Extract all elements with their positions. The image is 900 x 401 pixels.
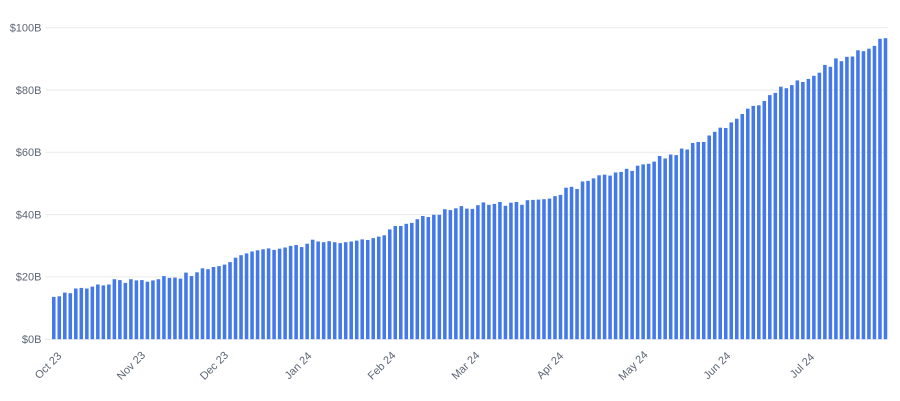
svg-text:$100B: $100B: [10, 23, 42, 35]
svg-text:$20B: $20B: [16, 272, 42, 284]
svg-text:$80B: $80B: [16, 85, 42, 97]
svg-text:$60B: $60B: [16, 147, 42, 159]
svg-text:$0B: $0B: [22, 334, 42, 346]
svg-text:$40B: $40B: [16, 209, 42, 221]
